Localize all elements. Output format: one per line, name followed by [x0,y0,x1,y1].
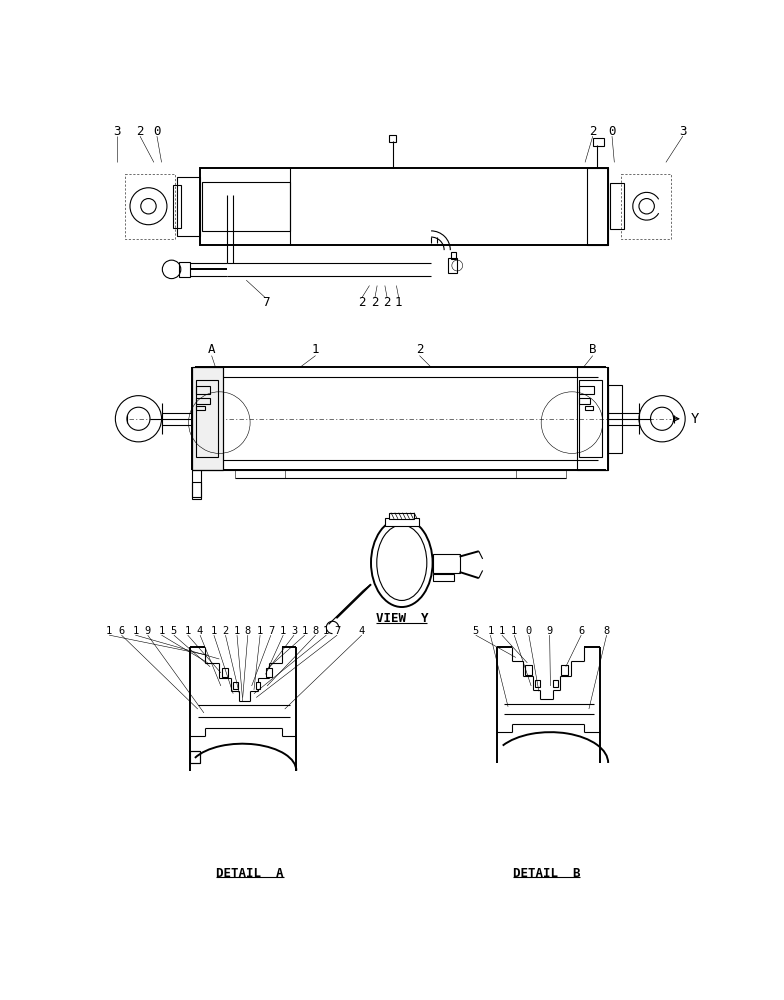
Text: 2: 2 [371,296,379,309]
Bar [125,174,176,239]
Bar [385,518,419,526]
Text: 8: 8 [604,626,610,636]
Text: 1: 1 [184,626,191,636]
Text: 1: 1 [499,626,505,636]
Bar [390,513,414,519]
Bar [433,554,459,573]
Text: 8: 8 [245,626,251,636]
Text: 2: 2 [383,296,391,309]
Text: 1: 1 [487,626,493,636]
Text: 6: 6 [118,626,125,636]
Bar [173,185,181,228]
Text: 0: 0 [153,125,161,138]
Text: 7: 7 [268,626,274,636]
Bar [585,406,593,410]
Bar [192,482,201,499]
Text: 1: 1 [323,626,329,636]
Bar [201,182,290,231]
Bar [192,367,223,470]
Text: 9: 9 [144,626,151,636]
Text: 0: 0 [608,125,615,138]
Text: 1: 1 [280,626,286,636]
Bar [196,386,210,394]
Bar [192,367,223,470]
Bar [196,398,210,404]
Text: 1: 1 [211,626,217,636]
Text: DETAIL  A: DETAIL A [216,867,284,880]
Bar [180,262,190,277]
Bar [222,668,228,677]
Text: 5: 5 [171,626,177,636]
Text: 1: 1 [395,296,402,309]
Bar [535,680,540,687]
Bar [577,367,608,470]
Bar [190,751,200,763]
Text: 1: 1 [132,626,139,636]
Text: 2: 2 [416,343,423,356]
Text: 8: 8 [313,626,318,636]
Text: 3: 3 [679,125,687,138]
Text: 9: 9 [546,626,553,636]
Bar [256,682,260,689]
Bar [579,398,590,404]
Bar [579,386,594,394]
Bar [621,174,671,239]
Bar [200,168,608,245]
Bar [448,258,457,273]
Text: B: B [589,343,597,356]
Text: 1: 1 [257,626,263,636]
Text: DETAIL  B: DETAIL B [513,867,580,880]
Bar [196,406,205,410]
Text: 3: 3 [113,125,121,138]
Text: 7: 7 [262,296,269,309]
Text: 0: 0 [526,626,532,636]
Text: 3: 3 [291,626,297,636]
Text: 2: 2 [223,626,229,636]
Bar [525,665,532,675]
Text: A: A [208,343,216,356]
Bar [451,252,456,259]
Text: 1: 1 [312,343,319,356]
Bar [586,168,608,245]
Bar [233,682,238,689]
Text: 1: 1 [511,626,517,636]
Text: 7: 7 [334,626,340,636]
Text: Y: Y [691,412,699,426]
Bar [610,183,623,229]
Bar [177,177,200,235]
Text: 2: 2 [589,125,597,138]
Bar [266,668,272,677]
Text: 1: 1 [158,626,165,636]
Text: VIEW  Y: VIEW Y [376,612,428,625]
Text: 1: 1 [302,626,308,636]
Bar [608,385,622,453]
Text: 2: 2 [358,296,365,309]
Text: 4: 4 [358,626,365,636]
Text: 4: 4 [197,626,203,636]
Text: 1: 1 [234,626,240,636]
Bar [561,665,568,675]
Bar [553,680,558,687]
Bar [593,138,604,146]
Text: 6: 6 [578,626,584,636]
Bar [433,574,454,581]
Bar [196,380,218,457]
Bar [389,135,397,142]
Text: 1: 1 [106,626,112,636]
Text: 5: 5 [473,626,479,636]
Text: 2: 2 [136,125,143,138]
Bar [579,380,602,457]
